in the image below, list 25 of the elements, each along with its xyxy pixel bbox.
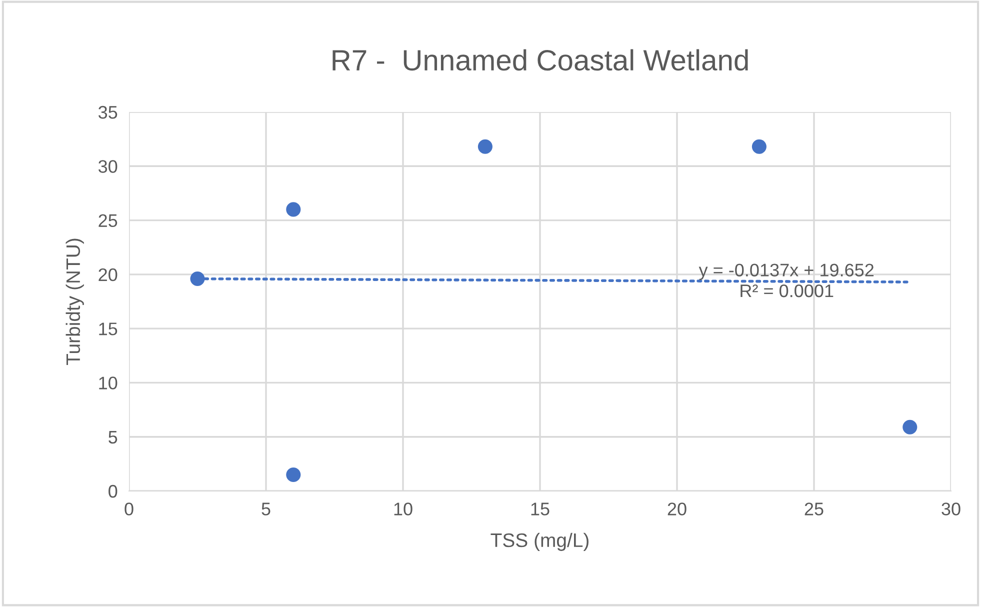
y-tick-label: 30: [98, 160, 118, 173]
y-tick-label: 15: [99, 322, 118, 336]
x-tick-label: 10: [394, 502, 412, 516]
x-tick-label: 25: [804, 502, 824, 516]
y-tick-label: 20: [98, 268, 118, 282]
point: [902, 420, 918, 434]
y-tick-label: 5: [108, 430, 118, 444]
point: [190, 271, 205, 286]
x-tick-label: 5: [262, 502, 270, 516]
x-tick-label: 30: [942, 502, 960, 516]
y-tick-label: 35: [98, 106, 118, 119]
x-tick-label: 15: [531, 502, 550, 516]
y-axis-title: Turbidty (NTU): [66, 238, 84, 365]
x-tick-label: 20: [668, 502, 686, 516]
chart-title: R7 - Unnamed Coastal Wetland: [332, 49, 748, 71]
x-tick-label: 0: [124, 502, 134, 516]
point: [478, 139, 492, 154]
point: [286, 467, 301, 482]
y-tick-label: 10: [99, 376, 118, 390]
annotation: y = -0.0137x + 19.652 R² = 0.0001: [698, 264, 874, 298]
x-axis-title: TSS (mg/L): [490, 532, 588, 551]
point: [286, 202, 301, 217]
y-tick-label: 0: [108, 484, 118, 498]
y-tick-label: 25: [98, 214, 118, 228]
point: [752, 139, 766, 154]
